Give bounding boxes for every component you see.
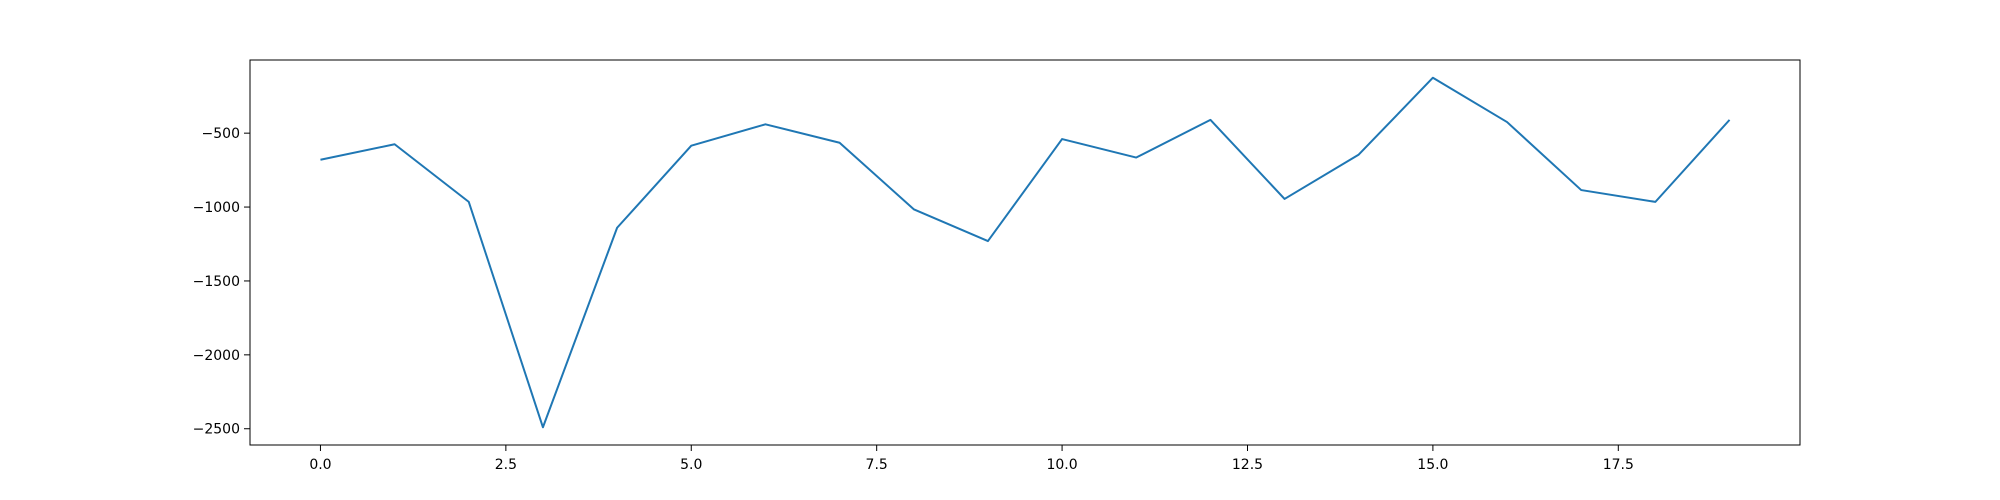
x-tick-label: 17.5	[1603, 457, 1634, 473]
x-tick-label: 5.0	[680, 457, 702, 473]
x-tick-label: 10.0	[1046, 457, 1077, 473]
x-tick-label: 0.0	[309, 457, 331, 473]
y-tick-label: −2500	[193, 422, 240, 438]
x-tick-label: 15.0	[1417, 457, 1448, 473]
y-tick-label: −1500	[193, 274, 240, 290]
x-tick-label: 7.5	[866, 457, 888, 473]
plot-frame	[249, 59, 1801, 446]
y-tick-label: −1000	[193, 200, 240, 216]
x-tick-label: 12.5	[1232, 457, 1263, 473]
x-tick-label: 2.5	[495, 457, 517, 473]
y-tick-label: −500	[202, 126, 240, 142]
series-line-0	[320, 76, 1731, 429]
y-tick-label: −2000	[193, 348, 240, 364]
